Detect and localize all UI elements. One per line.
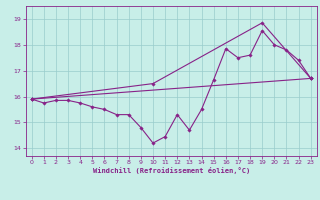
X-axis label: Windchill (Refroidissement éolien,°C): Windchill (Refroidissement éolien,°C) [92,167,250,174]
